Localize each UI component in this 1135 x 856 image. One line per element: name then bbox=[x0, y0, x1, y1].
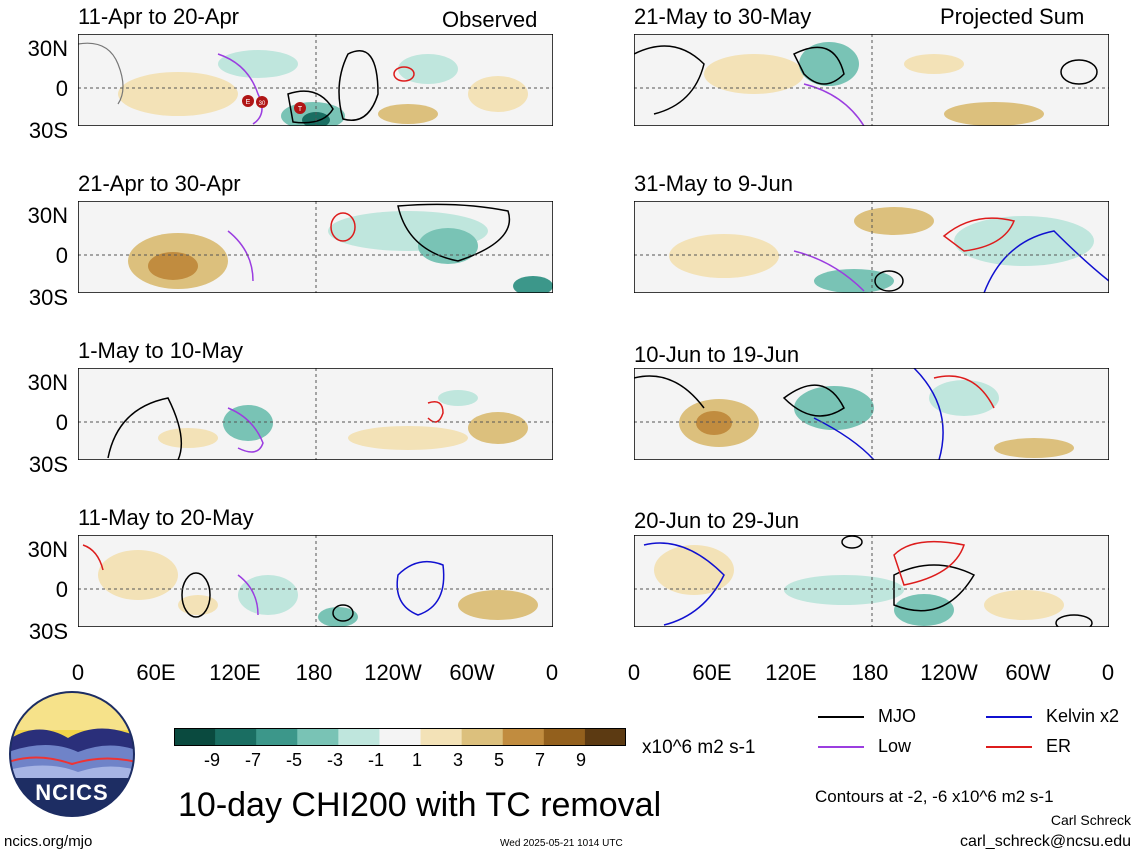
lat-label: 30N bbox=[27, 537, 68, 562]
colorbar-swatch bbox=[461, 728, 504, 746]
lon-label: 60E bbox=[136, 660, 176, 685]
footer-timestamp: Wed 2025-05-21 1014 UTC bbox=[500, 838, 623, 849]
projected-header: Projected Sum bbox=[940, 4, 1085, 29]
map-panel-observed-3 bbox=[78, 368, 553, 460]
panel-title: 10-Jun to 19-Jun bbox=[634, 342, 800, 367]
tc-marker-label: E bbox=[246, 99, 251, 106]
colorbar-tick: -9 bbox=[203, 750, 220, 770]
colorbar-border bbox=[174, 728, 626, 746]
colorbar-swatch bbox=[584, 728, 627, 746]
colorbar bbox=[174, 728, 627, 746]
colorbar-tick: -7 bbox=[244, 750, 261, 770]
legend-label-kelvin: Kelvin x2 bbox=[1046, 706, 1120, 726]
legend-label-er: ER bbox=[1046, 736, 1072, 756]
lat-label: 30N bbox=[27, 36, 68, 61]
colorbar-swatch bbox=[338, 728, 380, 746]
colorbar-tick: 1 bbox=[411, 750, 422, 770]
contours-note: Contours at -2, -6 x10^6 m2 s-1 bbox=[815, 787, 1054, 806]
panel-title: 11-May to 20-May bbox=[78, 505, 254, 530]
lon-label: 120E bbox=[765, 660, 817, 685]
observed-header: Observed bbox=[442, 7, 538, 32]
lon-label: 0 bbox=[627, 660, 641, 685]
lat-label: 0 bbox=[55, 76, 68, 101]
lon-label: 60E bbox=[692, 660, 732, 685]
lat-label: 30S bbox=[28, 285, 68, 310]
panel-title: 21-May to 30-May bbox=[634, 4, 812, 29]
colorbar-swatch bbox=[297, 728, 339, 746]
colorbar-tick: 5 bbox=[493, 750, 504, 770]
footer-url[interactable]: ncics.org/mjo bbox=[4, 833, 93, 850]
tc-marker-label: 30 bbox=[259, 101, 266, 107]
map-panel-projected-4 bbox=[634, 535, 1109, 627]
lat-label: 0 bbox=[55, 410, 68, 435]
colorbar-units: x10^6 m2 s-1 bbox=[642, 737, 756, 758]
lon-label: 60W bbox=[1005, 660, 1051, 685]
lon-label: 0 bbox=[545, 660, 559, 685]
lat-label: 0 bbox=[55, 243, 68, 268]
lat-label: 0 bbox=[55, 577, 68, 602]
legend-line-er bbox=[986, 746, 1032, 748]
panel-title: 21-Apr to 30-Apr bbox=[78, 171, 241, 196]
legend-line-kelvin bbox=[986, 716, 1032, 718]
lon-label: 0 bbox=[1101, 660, 1115, 685]
colorbar-swatch bbox=[379, 728, 422, 746]
lon-label: 120W bbox=[364, 660, 422, 685]
colorbar-tick: 7 bbox=[534, 750, 545, 770]
map-panel-projected-1 bbox=[634, 34, 1109, 126]
legend-line-low bbox=[818, 746, 864, 748]
lon-label: 120E bbox=[209, 660, 261, 685]
ncics-logo: NCICS bbox=[8, 690, 136, 818]
legend-label-mjo: MJO bbox=[878, 706, 916, 726]
author: Carl Schreck bbox=[1050, 812, 1131, 828]
panel-title: 31-May to 9-Jun bbox=[634, 171, 793, 196]
lat-label: 30S bbox=[28, 118, 68, 143]
lon-label: 180 bbox=[295, 660, 333, 685]
colorbar-tick: -1 bbox=[367, 750, 384, 770]
colorbar-tick: 9 bbox=[575, 750, 586, 770]
colorbar-swatch bbox=[215, 728, 257, 746]
lat-label: 30N bbox=[27, 203, 68, 228]
panel-title: 11-Apr to 20-Apr bbox=[78, 4, 240, 29]
lon-label: 0 bbox=[71, 660, 85, 685]
colorbar-tick: -5 bbox=[285, 750, 302, 770]
panel-title: 1-May to 10-May bbox=[78, 338, 244, 363]
colorbar-swatch bbox=[502, 728, 545, 746]
lat-label: 30S bbox=[28, 619, 68, 644]
tc-marker: E bbox=[242, 95, 254, 107]
map-panel-observed-4 bbox=[78, 535, 553, 627]
panel-title: 20-Jun to 29-Jun bbox=[634, 508, 800, 533]
main-title: 10-day CHI200 with TC removal bbox=[178, 786, 662, 824]
email: carl_schreck@ncsu.edu bbox=[960, 833, 1131, 850]
tc-marker-label: T bbox=[298, 106, 303, 113]
lon-label: 180 bbox=[851, 660, 889, 685]
lon-label: 120W bbox=[920, 660, 978, 685]
colorbar-tick: 3 bbox=[452, 750, 463, 770]
legend-label-low: Low bbox=[878, 736, 912, 756]
lat-label: 30S bbox=[28, 452, 68, 477]
colorbar-swatch bbox=[256, 728, 298, 746]
colorbar-tick: -3 bbox=[326, 750, 343, 770]
lat-label: 30N bbox=[27, 370, 68, 395]
lon-label: 60W bbox=[449, 660, 495, 685]
legend-line-mjo bbox=[818, 716, 864, 718]
map-panel-observed-1: E 30 T bbox=[78, 34, 553, 126]
tc-marker: T bbox=[294, 102, 306, 114]
map-panel-projected-2 bbox=[634, 201, 1109, 293]
colorbar-swatch bbox=[543, 728, 586, 746]
colorbar-swatch bbox=[174, 728, 216, 746]
colorbar-swatch bbox=[420, 728, 463, 746]
tc-marker: 30 bbox=[256, 96, 268, 108]
map-panel-observed-2 bbox=[78, 201, 553, 293]
map-panel-projected-3 bbox=[634, 368, 1109, 460]
logo-text: NCICS bbox=[35, 780, 108, 805]
